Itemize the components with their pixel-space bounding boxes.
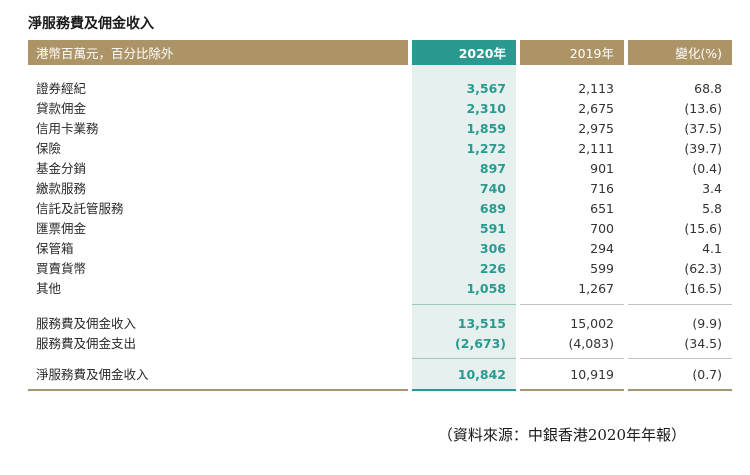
value-change: (34.5) [684, 336, 722, 351]
value-change: 68.8 [694, 81, 722, 96]
value-2020: 740 [479, 181, 506, 196]
header-2019: 2019年 [520, 40, 624, 65]
separator-2019 [520, 358, 624, 359]
value-change: (39.7) [684, 141, 722, 156]
value-2019: 700 [590, 221, 614, 236]
value-change: 4.1 [702, 241, 722, 256]
highlight-column-2020 [412, 65, 516, 391]
value-2019: 10,919 [570, 367, 614, 382]
value-2019: (4,083) [568, 336, 614, 351]
separator-2020 [412, 358, 516, 359]
separator-2019 [520, 304, 624, 305]
value-2019: 716 [590, 181, 614, 196]
table-row: 繳款服務 740 716 3.4 [0, 179, 750, 199]
value-change: (0.7) [692, 367, 722, 382]
value-2019: 651 [590, 201, 614, 216]
header-unit-label: 港幣百萬元，百分比除外 [28, 40, 408, 65]
bottom-rule-change [628, 389, 732, 391]
row-label: 匯票佣金 [36, 221, 87, 236]
value-2020: 591 [479, 221, 506, 236]
value-2020: 1,058 [466, 281, 506, 296]
table-row: 保險 1,272 2,111 (39.7) [0, 139, 750, 159]
header-2020: 2020年 [412, 40, 516, 65]
row-label: 基金分銷 [36, 161, 87, 176]
bottom-rule-label [28, 389, 408, 391]
value-change: (9.9) [692, 316, 722, 331]
table-title: 淨服務費及佣金收入 [28, 16, 154, 32]
table-row: 證券經紀 3,567 2,113 68.8 [0, 79, 750, 99]
table-row: 匯票佣金 591 700 (15.6) [0, 219, 750, 239]
value-2019: 901 [590, 161, 614, 176]
row-label: 其他 [36, 281, 62, 296]
value-2020: 1,272 [466, 141, 506, 156]
value-change: 3.4 [702, 181, 722, 196]
row-label: 淨服務費及佣金收入 [36, 367, 149, 382]
table-row: 買賣貨幣 226 599 (62.3) [0, 259, 750, 279]
row-label: 保管箱 [36, 241, 74, 256]
value-2019: 599 [590, 261, 614, 276]
separator-2020 [412, 304, 516, 305]
row-label: 證券經紀 [36, 81, 87, 96]
subtotal-row: 服務費及佣金收入 13,515 15,002 (9.9) [0, 314, 750, 334]
value-2020: 226 [479, 261, 506, 276]
table-row: 其他 1,058 1,267 (16.5) [0, 279, 750, 299]
header-change: 變化(%) [628, 40, 732, 65]
value-change: (62.3) [684, 261, 722, 276]
row-label: 繳款服務 [36, 181, 87, 196]
value-2020: 10,842 [457, 367, 506, 382]
value-change: (37.5) [684, 121, 722, 136]
value-2019: 15,002 [570, 316, 614, 331]
value-change: (16.5) [684, 281, 722, 296]
value-2020: 897 [479, 161, 506, 176]
value-change: (13.6) [684, 101, 722, 116]
value-2019: 2,111 [578, 141, 614, 156]
value-change: 5.8 [702, 201, 722, 216]
value-2020: 3,567 [466, 81, 506, 96]
value-2020: 306 [479, 241, 506, 256]
value-2019: 2,975 [578, 121, 614, 136]
value-2019: 2,113 [578, 81, 614, 96]
total-row: 淨服務費及佣金收入 10,842 10,919 (0.7) [0, 365, 750, 385]
table-row: 保管箱 306 294 4.1 [0, 239, 750, 259]
row-label: 服務費及佣金收入 [36, 316, 137, 331]
value-2019: 1,267 [578, 281, 614, 296]
source-note: （資料來源：中銀香港2020年年報） [437, 426, 686, 444]
subtotal-row: 服務費及佣金支出 (2,673) (4,083) (34.5) [0, 334, 750, 354]
value-2019: 294 [590, 241, 614, 256]
separator-change [628, 358, 732, 359]
bottom-rule-2019 [520, 389, 624, 391]
value-change: (15.6) [684, 221, 722, 236]
row-label: 信託及託管服務 [36, 201, 124, 216]
row-label: 服務費及佣金支出 [36, 336, 137, 351]
row-label: 保險 [36, 141, 62, 156]
value-2020: 13,515 [457, 316, 506, 331]
row-label: 貸款佣金 [36, 101, 87, 116]
separator-change [628, 304, 732, 305]
value-2020: (2,673) [455, 336, 506, 351]
value-2019: 2,675 [578, 101, 614, 116]
value-2020: 2,310 [466, 101, 506, 116]
value-2020: 1,859 [466, 121, 506, 136]
row-label: 買賣貨幣 [36, 261, 87, 276]
value-2020: 689 [479, 201, 506, 216]
table-row: 貸款佣金 2,310 2,675 (13.6) [0, 99, 750, 119]
table-row: 信用卡業務 1,859 2,975 (37.5) [0, 119, 750, 139]
row-label: 信用卡業務 [36, 121, 99, 136]
table-row: 信託及託管服務 689 651 5.8 [0, 199, 750, 219]
table-row: 基金分銷 897 901 (0.4) [0, 159, 750, 179]
bottom-rule-2020 [412, 389, 516, 391]
value-change: (0.4) [692, 161, 722, 176]
